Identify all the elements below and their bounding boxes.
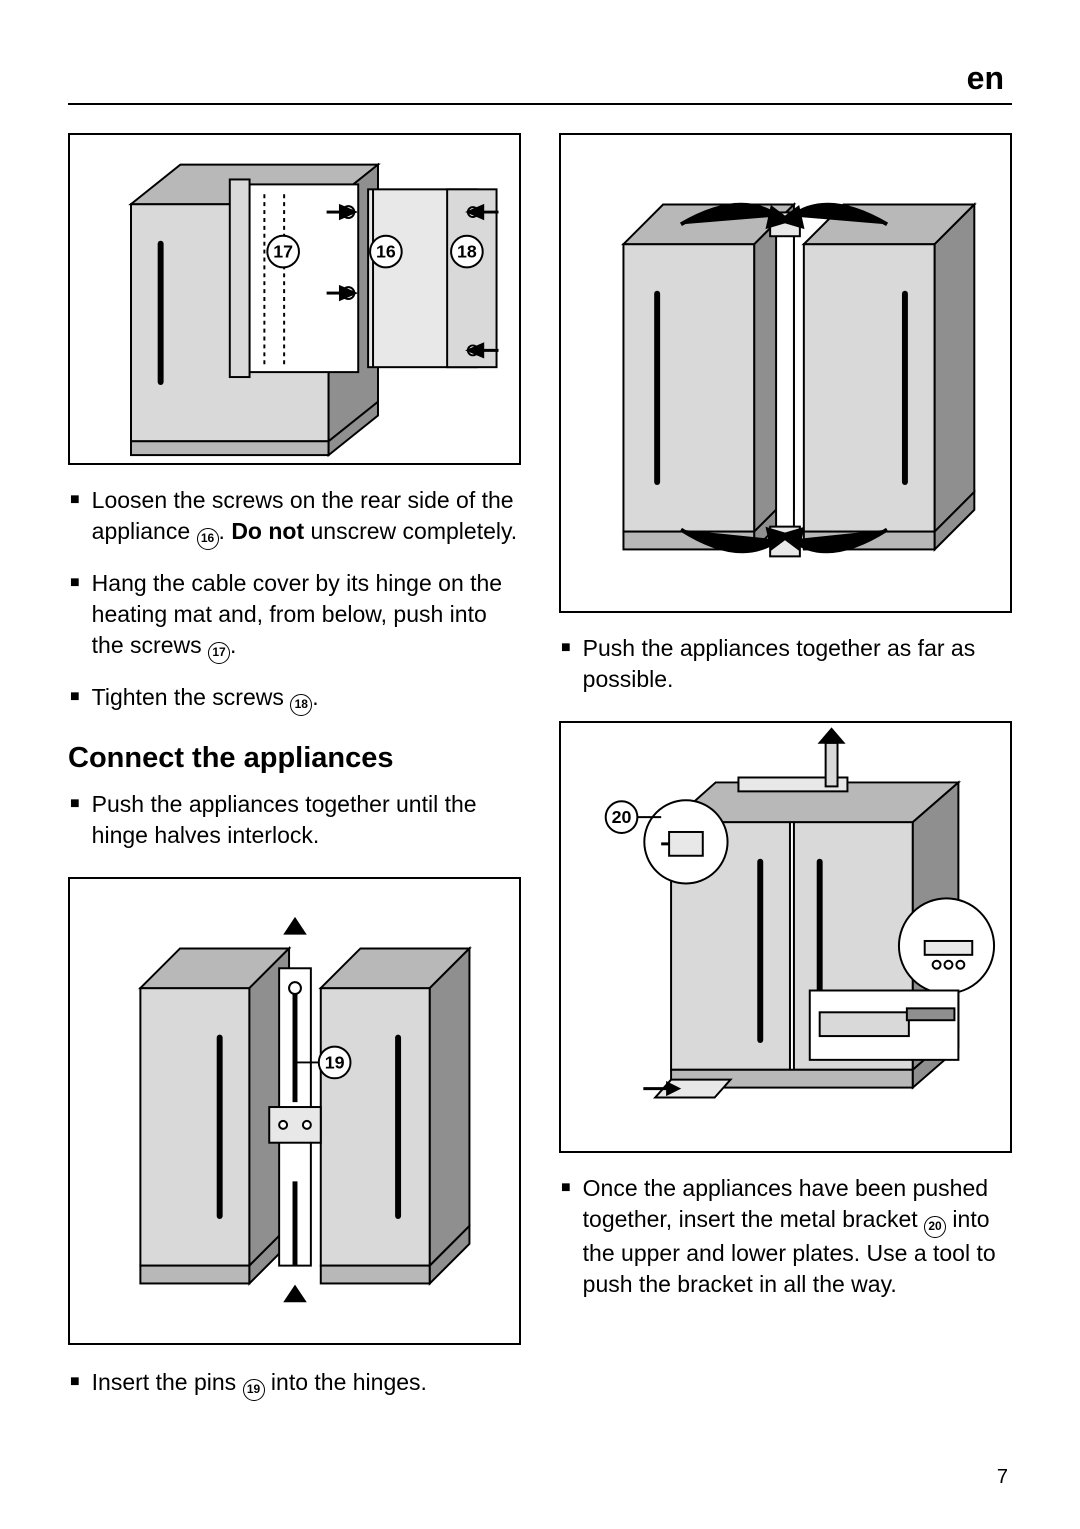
left-column: 17 16 18 Loosen the screws on the rear s…	[68, 133, 521, 1427]
bullet-text: Hang the cable cover by its hinge on the…	[92, 570, 502, 658]
bullet-list-left-a: Loosen the screws on the rear side of th…	[68, 485, 521, 716]
bullet-bold: Do not	[231, 518, 304, 544]
figure-2: 19	[68, 877, 521, 1345]
ref-icon: 20	[924, 1216, 946, 1238]
content-columns: 17 16 18 Loosen the screws on the rear s…	[68, 133, 1012, 1427]
section-heading: Connect the appliances	[68, 742, 521, 775]
figure-1-svg: 17 16 18	[71, 135, 519, 463]
list-item: Insert the pins 19 into the hinges.	[68, 1367, 521, 1401]
bullet-list-right-a: Push the appliances together as far as p…	[559, 633, 1012, 695]
figure-4-svg: 20	[562, 723, 1010, 1151]
list-item: Loosen the screws on the rear side of th…	[68, 485, 521, 550]
bullet-text: into the hinges.	[265, 1369, 427, 1395]
bullet-text: Tighten the screws	[92, 684, 291, 710]
figure-1-callout-17: 17	[273, 242, 293, 262]
figure-1-callout-16: 16	[376, 242, 396, 262]
page: en	[0, 0, 1080, 1529]
figure-1-callout-18: 18	[457, 242, 477, 262]
figure-4-callout-20: 20	[611, 807, 631, 827]
figure-2-callout-19: 19	[324, 1053, 344, 1073]
bullet-text: Push the appliances together as far as p…	[583, 633, 1012, 695]
figure-4: 20	[559, 721, 1012, 1153]
ref-icon: 16	[197, 528, 219, 550]
bullet-text: .	[219, 518, 232, 544]
list-item: Tighten the screws 18.	[68, 682, 521, 716]
header-language: en	[68, 60, 1012, 97]
bullet-text: Push the appliances together until the h…	[92, 789, 521, 851]
figure-3	[559, 133, 1012, 613]
bullet-text: .	[312, 684, 318, 710]
bullet-list-left-b: Push the appliances together until the h…	[68, 789, 521, 851]
bullet-list-right-b: Once the appliances have been pushed tog…	[559, 1173, 1012, 1300]
figure-3-svg	[562, 135, 1010, 611]
ref-icon: 19	[243, 1379, 265, 1401]
list-item: Hang the cable cover by its hinge on the…	[68, 568, 521, 664]
figure-1: 17 16 18	[68, 133, 521, 465]
bullet-text: .	[230, 632, 236, 658]
header-rule	[68, 103, 1012, 105]
bullet-text: Insert the pins	[92, 1369, 243, 1395]
page-number: 7	[997, 1466, 1008, 1489]
figure-2-svg: 19	[71, 879, 519, 1343]
list-item: Once the appliances have been pushed tog…	[559, 1173, 1012, 1300]
list-item: Push the appliances together until the h…	[68, 789, 521, 851]
list-item: Push the appliances together as far as p…	[559, 633, 1012, 695]
ref-icon: 17	[208, 642, 230, 664]
right-column: Push the appliances together as far as p…	[559, 133, 1012, 1427]
ref-icon: 18	[290, 694, 312, 716]
bullet-text: unscrew completely.	[304, 518, 517, 544]
bullet-list-left-c: Insert the pins 19 into the hinges.	[68, 1367, 521, 1401]
